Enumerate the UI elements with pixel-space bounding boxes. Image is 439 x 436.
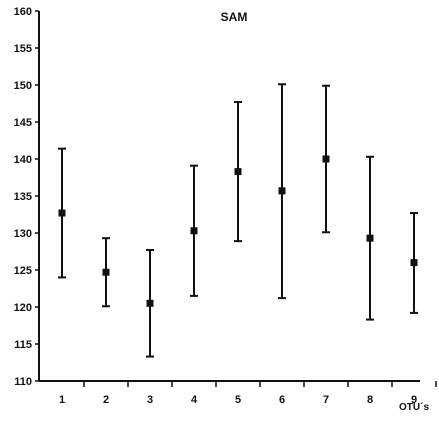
mean-point — [322, 155, 330, 163]
mean-point — [278, 187, 286, 195]
mean-point — [146, 299, 154, 307]
x-axis-ticks: 1 2 3 4 5 6 7 8 9 — [59, 381, 437, 406]
x-tick-label: 7 — [323, 394, 329, 406]
chart-title: SAM — [221, 10, 248, 24]
mean-point — [410, 259, 418, 267]
y-tick-label: 150 — [14, 80, 32, 92]
x-tick-label: 8 — [367, 394, 373, 406]
x-tick-label: 5 — [235, 394, 241, 406]
y-tick-label: 125 — [14, 265, 32, 277]
y-tick-label: 155 — [14, 43, 32, 55]
x-tick-label: 2 — [103, 394, 109, 406]
y-axis-ticks: 110 115 120 125 130 135 140 145 150 155 160 — [14, 6, 39, 388]
x-tick-label: 3 — [147, 394, 153, 406]
y-tick-label: 115 — [14, 339, 32, 351]
x-tick-label: 6 — [279, 394, 285, 406]
mean-point — [234, 168, 242, 176]
x-tick-label: 4 — [191, 394, 198, 406]
axes — [38, 11, 420, 382]
y-tick-label: 120 — [14, 302, 32, 314]
mean-point — [366, 234, 374, 242]
y-tick-label: 140 — [14, 154, 32, 166]
mean-point — [102, 268, 110, 276]
x-axis-label: OTU´s — [399, 402, 429, 413]
data-marks — [58, 83, 418, 358]
mean-point — [58, 209, 66, 217]
y-tick-label: 135 — [14, 191, 32, 203]
x-tick-label: 9 — [411, 394, 417, 406]
y-tick-label: 130 — [14, 228, 32, 240]
mean-point — [190, 227, 198, 235]
y-tick-label: 145 — [14, 117, 32, 129]
y-tick-label: 160 — [14, 6, 32, 18]
x-tick-label: 1 — [59, 394, 65, 406]
y-tick-label: 110 — [14, 376, 32, 388]
